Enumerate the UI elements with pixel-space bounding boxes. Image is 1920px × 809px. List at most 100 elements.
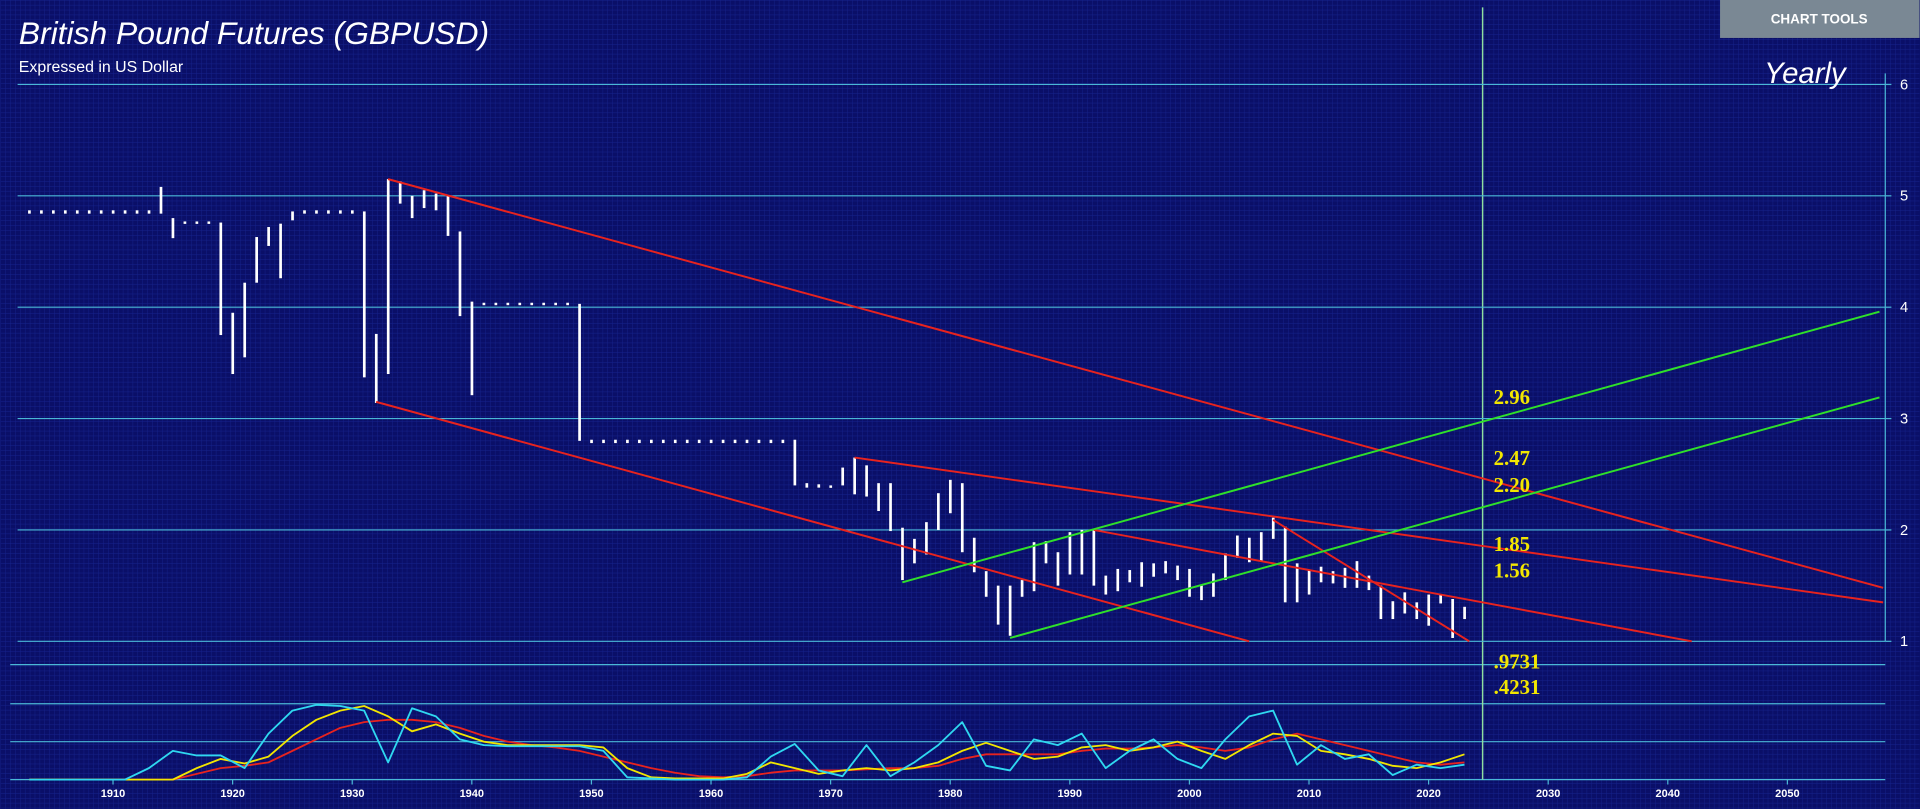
- button-bg[interactable]: [1720, 0, 1920, 38]
- price-bar: [243, 282, 247, 358]
- price-bar: [279, 223, 282, 279]
- price-bar: [207, 221, 211, 224]
- price-bar: [984, 571, 988, 597]
- price-bar: [721, 439, 725, 444]
- price-bar: [183, 221, 187, 224]
- price-bar: [315, 210, 318, 214]
- y-tick-label: 1: [1900, 634, 1908, 650]
- price-bar: [1188, 568, 1191, 597]
- price-bar: [255, 237, 259, 283]
- price-bar: [28, 210, 31, 214]
- price-bar: [159, 186, 163, 214]
- price-bar: [1355, 561, 1359, 588]
- price-bar: [1176, 565, 1179, 581]
- price-bar: [1295, 563, 1299, 603]
- price-bar: [948, 479, 952, 514]
- level-annotation: 2.47: [1494, 447, 1530, 470]
- price-bar: [937, 493, 940, 530]
- price-bar: [757, 439, 761, 444]
- price-bar: [781, 439, 785, 444]
- price-bar: [1116, 568, 1120, 592]
- price-bar: [1128, 570, 1132, 583]
- price-bar: [339, 210, 342, 214]
- price-bar: [1056, 552, 1060, 586]
- price-bar: [614, 439, 617, 444]
- price-bar: [793, 439, 797, 486]
- price-bar: [1415, 602, 1419, 620]
- trend-line: [1093, 528, 1692, 643]
- price-bar: [446, 195, 450, 236]
- price-bar: [578, 303, 581, 441]
- x-tick-label: 1980: [938, 788, 962, 800]
- trend-line: [1272, 519, 1470, 643]
- y-tick-label: 4: [1900, 300, 1908, 316]
- price-bar: [1068, 532, 1072, 575]
- price-bar: [1331, 571, 1335, 584]
- price-bar: [1104, 575, 1108, 595]
- y-tick-label: 3: [1900, 411, 1908, 427]
- price-bar: [482, 302, 486, 306]
- price-bar: [506, 302, 510, 306]
- level-annotation: 2.96: [1494, 386, 1530, 409]
- level-annotation: 1.56: [1494, 560, 1530, 583]
- price-bar: [63, 210, 67, 214]
- price-bar: [1259, 532, 1263, 562]
- price-bar: [638, 439, 641, 444]
- price-bar: [1224, 553, 1227, 581]
- price-bar: [111, 210, 115, 214]
- indicator-line: [29, 705, 1465, 781]
- price-bar: [602, 439, 605, 444]
- price-bar: [877, 483, 880, 512]
- price-bar: [386, 179, 390, 375]
- y-tick-label: 6: [1900, 77, 1908, 93]
- price-bar: [75, 210, 79, 214]
- price-bar: [1152, 563, 1155, 577]
- price-bar: [1044, 541, 1048, 564]
- price-bar: [1379, 585, 1383, 620]
- price-bar: [362, 211, 366, 378]
- price-bar: [913, 538, 916, 564]
- price-bar: [1283, 526, 1287, 603]
- price-bar: [195, 221, 199, 224]
- price-bar: [901, 527, 904, 581]
- price-bar: [590, 439, 593, 444]
- x-tick-label: 1910: [101, 788, 125, 800]
- price-bar: [147, 210, 151, 214]
- price-bar: [1307, 570, 1311, 595]
- price-bar: [1140, 562, 1144, 587]
- price-bar: [123, 210, 127, 214]
- price-bar: [1200, 585, 1203, 601]
- x-tick-label: 1920: [220, 788, 244, 800]
- price-bar: [661, 439, 665, 444]
- chart-title: British Pound Futures (GBPUSD): [19, 15, 489, 51]
- price-bar: [1080, 529, 1084, 575]
- price-bar: [996, 585, 1000, 625]
- price-bar: [1212, 573, 1215, 597]
- price-bar: [52, 210, 55, 214]
- price-bar: [1020, 580, 1024, 597]
- x-tick-label: 2000: [1177, 788, 1201, 800]
- price-bar: [422, 190, 426, 209]
- price-bar: [291, 211, 294, 221]
- x-tick-label: 2010: [1297, 788, 1321, 800]
- price-bar: [434, 193, 438, 211]
- price-bar: [410, 195, 414, 219]
- x-tick-label: 1930: [340, 788, 364, 800]
- level-annotation: 2.20: [1494, 474, 1530, 497]
- price-bar: [709, 439, 713, 444]
- price-bar: [219, 222, 223, 336]
- price-bar: [350, 210, 354, 214]
- x-tick-label: 1950: [579, 788, 603, 800]
- button-label[interactable]: CHART TOOLS: [1771, 11, 1868, 26]
- x-tick-label: 1960: [699, 788, 723, 800]
- timeframe-label: Yearly: [1764, 57, 1848, 90]
- chart-subtitle: Expressed in US Dollar: [19, 59, 184, 76]
- chart-tools-button[interactable]: CHART TOOLS: [1720, 0, 1920, 38]
- price-bar: [1403, 592, 1407, 614]
- price-bar: [889, 483, 892, 532]
- price-bar: [1236, 535, 1239, 558]
- price-bar: [1343, 567, 1347, 588]
- price-bar: [925, 522, 928, 555]
